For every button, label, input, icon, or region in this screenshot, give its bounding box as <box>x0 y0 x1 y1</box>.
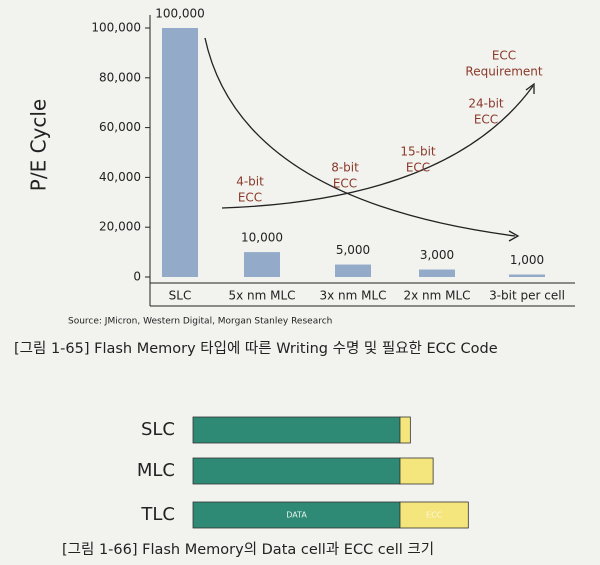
y-tick-label: 80,000 <box>99 70 141 84</box>
annotation: ECC <box>238 191 262 205</box>
x-tick-label: 5x nm MLC <box>228 289 295 303</box>
annotation: ECC <box>474 113 498 127</box>
bar <box>509 274 545 277</box>
value-label: 3,000 <box>420 248 454 262</box>
bar-segment <box>192 416 401 444</box>
y-tick-label: 100,000 <box>91 21 141 35</box>
y-tick-label: 40,000 <box>99 170 141 184</box>
x-tick-label: 2x nm MLC <box>403 289 470 303</box>
caption: [그림 1-66] Flash Memory의 Data cell과 ECC c… <box>62 541 434 558</box>
annotation: ECC <box>406 161 430 175</box>
x-tick-label: SLC <box>169 289 192 303</box>
bar-segment <box>192 457 401 485</box>
value-label: 1,000 <box>510 253 544 267</box>
arrowhead <box>508 230 520 242</box>
ecc-curve <box>221 85 534 209</box>
y-tick-label: MLC <box>137 460 175 481</box>
bar <box>162 28 198 277</box>
bar <box>244 252 280 277</box>
y-tick-label: 0 <box>133 270 141 284</box>
y-axis-label: P/E Cycle <box>27 99 51 191</box>
bar-segment <box>399 457 434 485</box>
bar-segment <box>399 416 411 444</box>
ecc-curves <box>204 37 535 242</box>
value-label: 5,000 <box>336 243 370 257</box>
segment-label: DATA <box>286 511 307 520</box>
pe-curve <box>204 37 516 237</box>
bar-segment <box>399 501 469 529</box>
bar <box>335 264 371 277</box>
y-tick-label: 60,000 <box>99 120 141 134</box>
annotation: Requirement <box>465 65 542 79</box>
y-tick-label: 20,000 <box>99 220 141 234</box>
value-label: 10,000 <box>241 231 283 245</box>
caption: [그림 1-65] Flash Memory 타입에 따른 Writing 수명… <box>14 340 498 357</box>
bar <box>419 269 455 277</box>
segment-label: ECC <box>426 511 443 520</box>
y-tick-label: SLC <box>141 419 175 440</box>
arrowhead <box>525 82 535 94</box>
source: Source: JMicron, Western Digital, Morgan… <box>68 317 332 327</box>
annotation: 4-bit <box>236 175 264 189</box>
x-tick-label: 3x nm MLC <box>319 289 386 303</box>
y-tick-label: TLC <box>140 504 175 525</box>
value-label: 100,000 <box>155 7 205 21</box>
annotation: ECC <box>492 49 516 63</box>
annotation: 8-bit <box>331 161 359 175</box>
x-tick-label: 3-bit per cell <box>489 289 565 303</box>
annotation: ECC <box>333 177 357 191</box>
annotation: 15-bit <box>400 145 436 159</box>
annotation: 24-bit <box>468 97 504 111</box>
